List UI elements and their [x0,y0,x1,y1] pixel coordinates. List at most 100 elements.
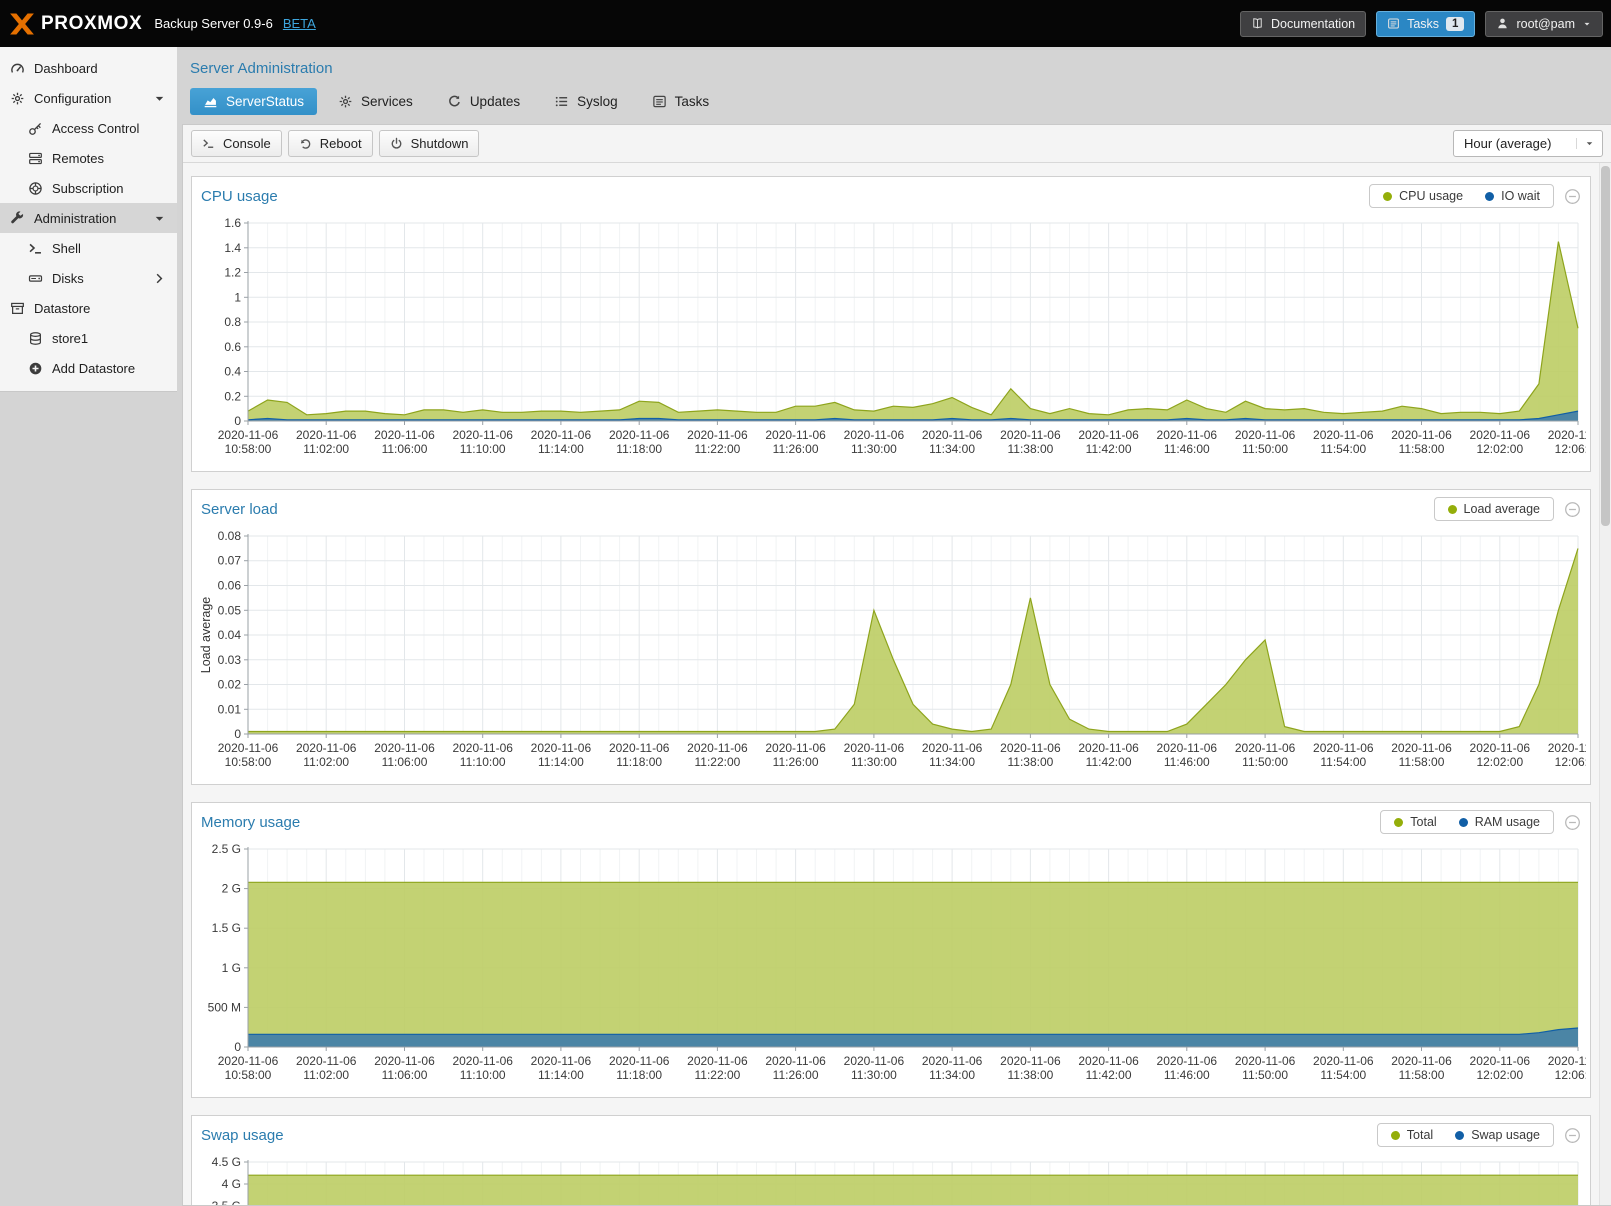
svg-text:11:38:00: 11:38:00 [1007,1068,1053,1082]
svg-text:2020-11-06: 2020-11-06 [1000,428,1061,442]
legend-item-total[interactable]: Total [1390,1128,1433,1142]
legend-dot [1485,191,1495,201]
sidebar-item-disks[interactable]: Disks [0,263,177,293]
legend-item-cpu-usage[interactable]: CPU usage [1383,189,1463,203]
sidebar-splitter[interactable] [177,47,182,1206]
legend-item-ram-usage[interactable]: RAM usage [1458,815,1540,829]
svg-text:2020-11-06: 2020-11-06 [218,1054,279,1068]
sidebar-item-label: Configuration [34,90,112,106]
svg-text:0.06: 0.06 [218,579,242,593]
svg-text:2.5 G: 2.5 G [212,842,241,856]
range-combobox[interactable]: Hour (average) [1453,130,1603,157]
legend-dot [1458,817,1468,827]
svg-text:11:10:00: 11:10:00 [460,1068,506,1082]
vertical-scrollbar[interactable] [1599,163,1611,1205]
shutdown-button[interactable]: Shutdown [378,130,480,157]
tab-updates[interactable]: Updates [434,88,533,115]
svg-text:2020-11-06: 2020-11-06 [765,741,826,755]
sidebar-item-datastore[interactable]: Datastore [0,293,177,323]
sidebar-item-administration[interactable]: Administration [0,203,177,233]
panel-header: Memory usage Total RAM usage [192,803,1590,839]
panel-header: Server load Load average [192,490,1590,526]
collapse-panel-button[interactable] [1564,814,1581,831]
tab-label: ServerStatus [226,94,305,109]
sidebar-item-configuration[interactable]: Configuration [0,83,177,113]
legend-item-total[interactable]: Total [1394,815,1437,829]
svg-text:2020-11-06: 2020-11-06 [452,428,513,442]
svg-text:2020-11-06: 2020-11-06 [844,741,905,755]
sidebar-item-remotes[interactable]: Remotes [0,143,177,173]
collapse-panel-button[interactable] [1564,188,1581,205]
svg-text:2020-11-06: 2020-11-06 [922,1054,983,1068]
svg-text:12:06:00: 12:06:00 [1555,1068,1586,1082]
terminal-icon [202,137,215,150]
combobox-trigger[interactable] [1576,138,1595,149]
user-icon [1496,17,1509,30]
svg-text:11:22:00: 11:22:00 [694,1068,740,1082]
sidebar-item-dashboard[interactable]: Dashboard [0,53,177,83]
svg-text:2020-11-06: 2020-11-06 [1548,1054,1586,1068]
svg-text:2020-11-06: 2020-11-06 [1313,428,1374,442]
toolbar-button-label: Console [223,136,271,151]
tasks-icon [1387,17,1400,30]
reboot-button[interactable]: Reboot [287,130,373,157]
svg-text:2020-11-06: 2020-11-06 [218,428,279,442]
legend-item-swap-usage[interactable]: Swap usage [1455,1128,1540,1142]
svg-text:1 G: 1 G [222,961,241,975]
svg-text:11:38:00: 11:38:00 [1007,442,1053,456]
tasks-button[interactable]: Tasks 1 [1376,10,1476,37]
svg-text:4.5 G: 4.5 G [212,1155,241,1169]
console-button[interactable]: Console [191,130,282,157]
svg-text:2020-11-06: 2020-11-06 [1313,1054,1374,1068]
svg-text:11:58:00: 11:58:00 [1399,755,1445,769]
sidebar-item-access-control[interactable]: Access Control [0,113,177,143]
server-icon [28,151,43,166]
svg-text:0.08: 0.08 [218,529,242,543]
svg-text:11:50:00: 11:50:00 [1242,1068,1288,1082]
user-menu-button[interactable]: root@pam [1485,10,1603,37]
tab-tasks[interactable]: Tasks [639,88,723,115]
app-body: Dashboard Configuration Access Control Remo… [0,47,1611,1206]
tab-services[interactable]: Services [325,88,426,115]
svg-text:10:58:00: 10:58:00 [225,442,272,456]
panel-header: Swap usage Total Swap usage [192,1116,1590,1152]
svg-text:500 M: 500 M [208,1000,241,1014]
chevron-right-icon[interactable] [152,271,167,286]
terminal-icon [28,241,43,256]
tab-syslog[interactable]: Syslog [541,88,631,115]
sidebar-item-subscription[interactable]: Subscription [0,173,177,203]
legend-item-load-average[interactable]: Load average [1447,502,1540,516]
list-alt-icon [652,94,667,109]
svg-text:2020-11-06: 2020-11-06 [1391,428,1452,442]
caret-down-icon[interactable] [152,211,167,226]
svg-text:2020-11-06: 2020-11-06 [452,741,513,755]
hdd-icon [28,271,43,286]
collapse-panel-button[interactable] [1564,501,1581,518]
collapse-panel-button[interactable] [1564,1127,1581,1144]
user-label: root@pam [1516,16,1575,31]
svg-text:2020-11-06: 2020-11-06 [922,428,983,442]
documentation-button[interactable]: Documentation [1240,10,1367,37]
svg-text:11:30:00: 11:30:00 [851,1068,897,1082]
sidebar-item-shell[interactable]: Shell [0,233,177,263]
caret-down-icon[interactable] [152,91,167,106]
svg-text:2020-11-06: 2020-11-06 [1548,741,1586,755]
svg-text:2020-11-06: 2020-11-06 [296,741,357,755]
svg-text:11:34:00: 11:34:00 [929,442,975,456]
svg-text:11:06:00: 11:06:00 [382,442,428,456]
svg-text:11:02:00: 11:02:00 [303,442,349,456]
tab-serverstatus[interactable]: ServerStatus [190,88,318,115]
sidebar-item-add-datastore[interactable]: Add Datastore [0,353,177,383]
beta-link[interactable]: BETA [282,16,316,31]
legend-item-io-wait[interactable]: IO wait [1485,189,1540,203]
book-icon [1251,17,1264,30]
scrollbar-thumb[interactable] [1601,166,1610,526]
toolbar-button-group: Console Reboot Shutdown [191,130,480,157]
legend-dot [1447,504,1457,514]
chart-cpu-usage: 00.20.40.60.811.21.41.62020-11-0610:58:0… [218,216,1586,456]
svg-text:11:58:00: 11:58:00 [1399,442,1445,456]
svg-text:2020-11-06: 2020-11-06 [687,741,748,755]
power-icon [390,137,403,150]
svg-text:11:02:00: 11:02:00 [303,755,349,769]
sidebar-item-store1[interactable]: store1 [0,323,177,353]
